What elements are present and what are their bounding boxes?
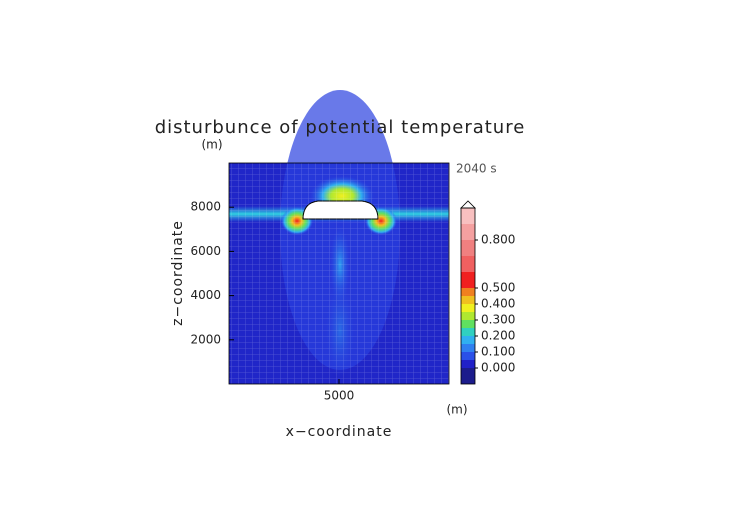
colorbar-tick-label: 0.500 (481, 281, 515, 295)
y-unit: (m) (201, 138, 222, 152)
colorbar-extension (460, 200, 476, 209)
colorbar-segment (461, 224, 475, 240)
time-label: 2040 s (456, 162, 497, 176)
colorbar-tick-label: 0.400 (481, 297, 515, 311)
colorbar-segment (461, 320, 475, 328)
y-tick-label: 2000 (190, 332, 221, 346)
contour-field (229, 90, 449, 384)
colorbar-segment (461, 272, 475, 288)
colorbar-frame (460, 207, 476, 385)
y-axis-label: z−coordinate (170, 220, 186, 326)
colorbar-tick-label: 0.300 (481, 313, 515, 327)
colorbar-segment (461, 368, 475, 384)
colorbar-segment (461, 304, 475, 312)
colorbar-segment (461, 288, 475, 296)
colorbar-segment (461, 256, 475, 272)
x-axis-label: x−coordinate (286, 424, 393, 440)
y-tick-label: 8000 (190, 200, 221, 214)
colorbar-tick-label: 0.800 (481, 233, 515, 247)
colorbar-segment (461, 360, 475, 368)
colorbar-segment (461, 336, 475, 344)
x-unit: (m) (446, 403, 467, 417)
colorbar-tick-label: 0.000 (481, 361, 515, 375)
colorbar-segment (461, 208, 475, 224)
y-tick-label: 6000 (190, 244, 221, 258)
colorbar-segment (461, 296, 475, 304)
chart-title: disturbunce of potential temperature (155, 117, 526, 138)
colorbar-segment (461, 240, 475, 256)
colorbar-segment (461, 312, 475, 320)
colorbar-tick-label: 0.200 (481, 329, 515, 343)
colorbar-segment (461, 352, 475, 360)
x-tick-label: 5000 (324, 389, 355, 403)
colorbar-tick-label: 0.100 (481, 345, 515, 359)
colorbar-segment (461, 344, 475, 352)
y-tick-label: 4000 (190, 288, 221, 302)
colorbar-segment (461, 328, 475, 336)
plot-frame (228, 162, 450, 385)
